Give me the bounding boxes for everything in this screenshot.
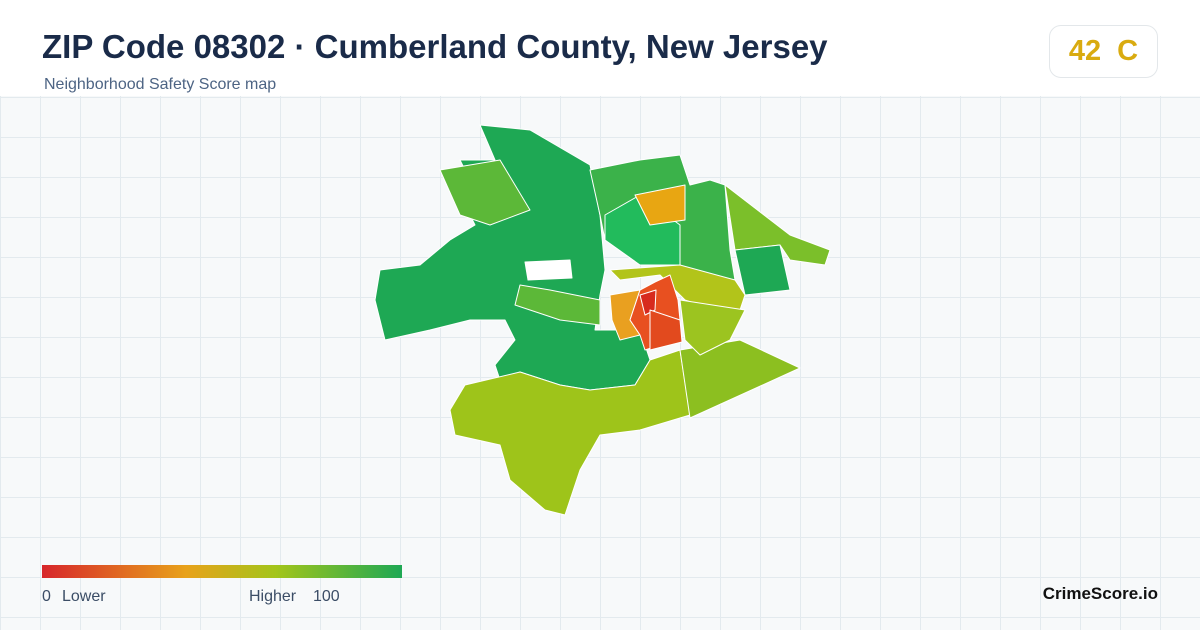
legend-gradient xyxy=(42,565,402,578)
region xyxy=(734,244,791,296)
header xyxy=(0,0,1200,96)
legend-low-label: Lower xyxy=(62,588,106,605)
score: 42 xyxy=(1068,35,1102,67)
region xyxy=(439,159,531,226)
grade: C xyxy=(1117,35,1139,67)
legend-high-label: Higher xyxy=(249,588,297,605)
brand: CrimeScore.io xyxy=(1042,584,1158,603)
region xyxy=(514,284,601,326)
legend-min: 0 xyxy=(42,588,51,605)
score-badge: 42 C xyxy=(1049,25,1158,78)
region xyxy=(374,124,651,391)
region xyxy=(634,184,686,226)
legend-max: 100 xyxy=(313,588,340,605)
subtitle: Neighborhood Safety Score map xyxy=(44,76,277,93)
region xyxy=(639,289,657,316)
region xyxy=(649,309,683,351)
region-hole xyxy=(524,259,573,281)
title: ZIP Code 08302 · Cumberland County, New … xyxy=(42,28,828,65)
region xyxy=(449,349,691,516)
region xyxy=(679,299,746,356)
